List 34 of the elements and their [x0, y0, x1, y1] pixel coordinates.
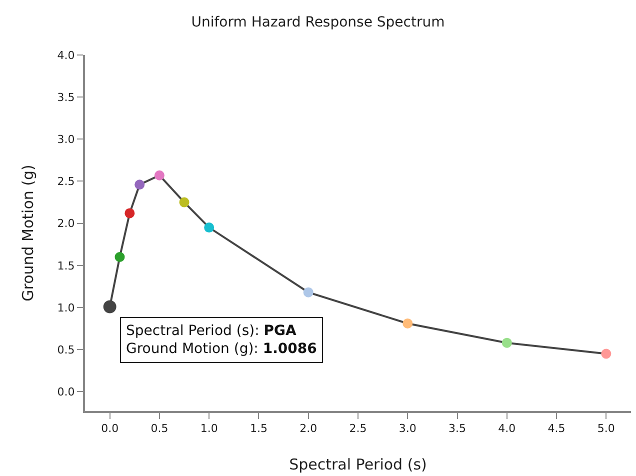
point — [179, 197, 190, 208]
point — [134, 180, 145, 190]
x-tick-label: 0.5 — [150, 422, 168, 436]
x-tick-label: 2.0 — [300, 422, 318, 436]
point — [154, 170, 164, 180]
point — [303, 287, 314, 298]
point — [124, 208, 135, 218]
chart-title: Uniform Hazard Response Spectrum — [191, 14, 445, 30]
x-tick-label: 1.0 — [200, 422, 218, 436]
y-tick-label: 0.5 — [57, 343, 75, 356]
point — [204, 222, 214, 233]
point — [114, 252, 125, 262]
x-axis-title: Spectral Period (s) — [289, 456, 427, 474]
point — [402, 318, 413, 328]
y-tick-label: 1.0 — [57, 301, 75, 314]
x-tick-label: 4.5 — [548, 422, 566, 436]
x-tick-label: 3.5 — [448, 422, 466, 436]
y-tick-label: 1.5 — [57, 259, 75, 272]
annotation: Spectral Period (s): PGA Ground Motion (g): 1.0086 — [126, 323, 317, 358]
y-tick-label: 0.0 — [57, 385, 75, 398]
y-tick-label: 4.0 — [57, 48, 75, 62]
y-tick-label: 3.0 — [57, 133, 75, 146]
x-tick-label: 2.5 — [349, 422, 367, 436]
x-tick-label: 3.0 — [398, 422, 416, 436]
y-tick-label: 2.5 — [57, 175, 75, 188]
point — [502, 338, 512, 348]
point — [601, 348, 612, 359]
x-tick-label: 0.0 — [101, 422, 119, 436]
y-axis-title: Ground Motion (g) — [19, 164, 38, 302]
x-tick-label: 4.0 — [498, 422, 516, 436]
x-tick-label: 1.5 — [250, 422, 268, 436]
x-tick-label: 5.0 — [597, 422, 615, 436]
y-tick-label: 3.5 — [57, 90, 75, 104]
y-tick-label: 2.0 — [57, 217, 75, 230]
